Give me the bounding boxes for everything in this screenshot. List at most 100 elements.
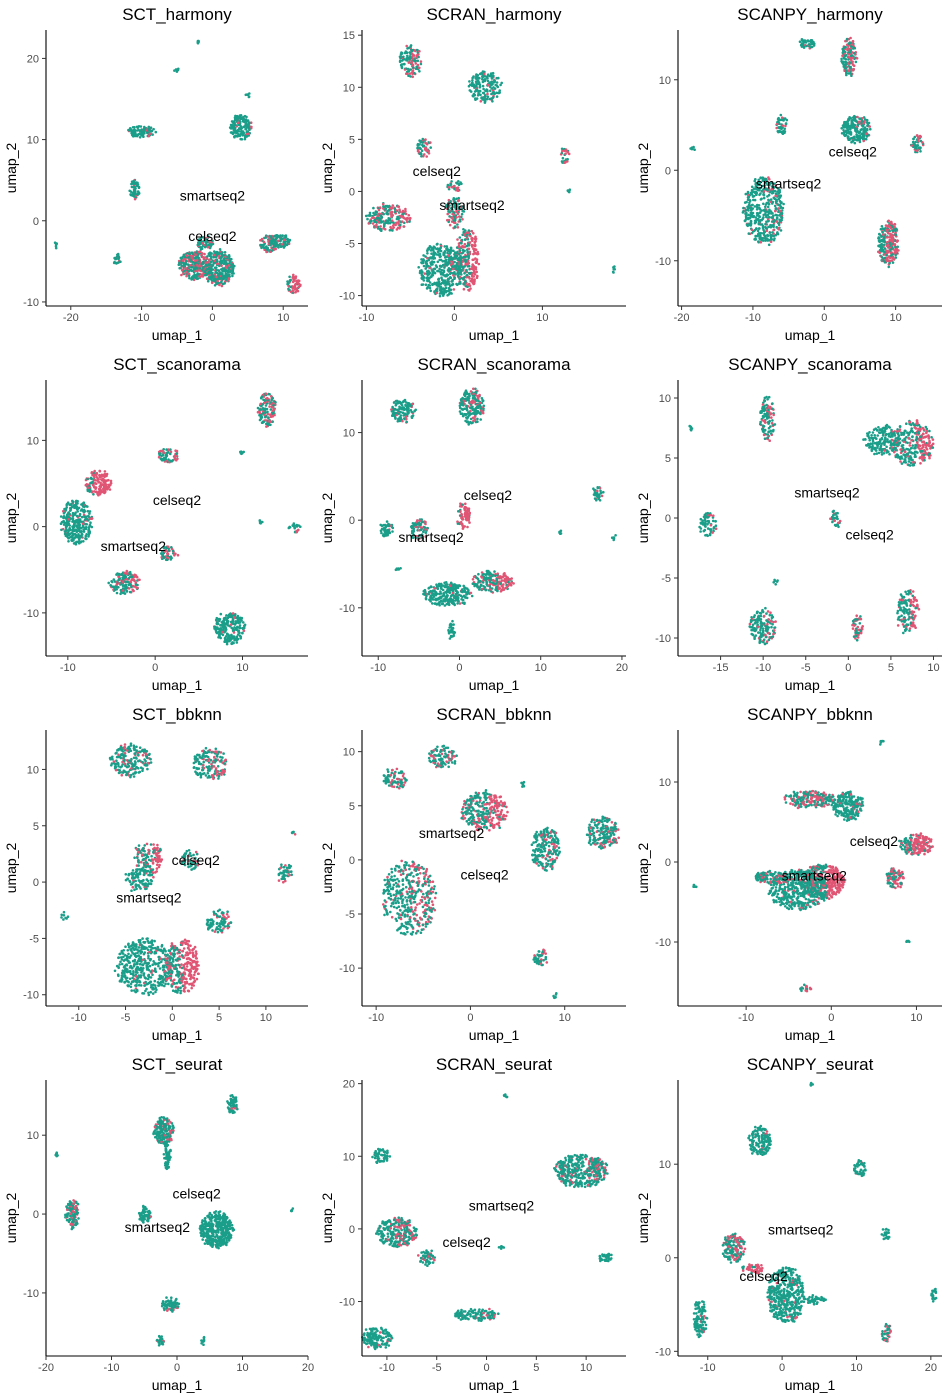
- point-celseq2: [424, 283, 428, 287]
- point-celseq2: [80, 540, 83, 543]
- point-celseq2: [856, 123, 860, 126]
- point-celseq2: [400, 66, 404, 70]
- point-smartseq2: [446, 218, 449, 222]
- point-celseq2: [129, 190, 133, 194]
- point-celseq2: [232, 635, 236, 638]
- point-smartseq2: [408, 72, 412, 75]
- point-smartseq2: [227, 277, 231, 281]
- point-celseq2: [392, 221, 395, 224]
- point-smartseq2: [90, 471, 94, 474]
- point-smartseq2: [191, 258, 194, 262]
- point-celseq2: [386, 205, 390, 209]
- point-celseq2: [222, 621, 226, 624]
- point-celseq2: [485, 75, 489, 79]
- point-smartseq2: [377, 208, 381, 212]
- point-celseq2: [464, 255, 467, 259]
- point-smartseq2: [126, 572, 129, 576]
- point-celseq2: [446, 294, 449, 297]
- point-celseq2: [444, 290, 448, 294]
- point-celseq2: [71, 517, 75, 521]
- point-celseq2: [804, 39, 807, 42]
- point-celseq2: [213, 279, 217, 282]
- point-celseq2: [419, 140, 423, 144]
- point-celseq2: [772, 234, 776, 238]
- point-smartseq2: [402, 225, 406, 228]
- point-smartseq2: [419, 60, 423, 63]
- point-celseq2: [220, 256, 223, 259]
- point-celseq2: [220, 253, 224, 256]
- point-smartseq2: [273, 247, 277, 251]
- point-celseq2: [802, 45, 806, 49]
- point-celseq2: [847, 72, 851, 75]
- point-celseq2: [89, 476, 93, 480]
- point-celseq2: [877, 244, 880, 248]
- point-celseq2: [125, 590, 129, 593]
- point-celseq2: [433, 256, 437, 260]
- point-celseq2: [462, 230, 466, 234]
- point-celseq2: [219, 623, 222, 627]
- point-celseq2: [911, 140, 915, 144]
- point-celseq2: [441, 290, 445, 294]
- point-celseq2: [749, 215, 753, 218]
- point-celseq2: [66, 523, 69, 527]
- point-celseq2: [242, 125, 246, 129]
- point-smartseq2: [182, 272, 185, 275]
- point-celseq2: [747, 203, 751, 207]
- point-celseq2: [883, 247, 887, 250]
- point-smartseq2: [416, 149, 420, 153]
- point-smartseq2: [416, 63, 420, 67]
- point-celseq2: [226, 621, 229, 625]
- point-celseq2: [190, 269, 193, 273]
- point-celseq2: [398, 55, 402, 58]
- point-celseq2: [164, 453, 168, 457]
- point-celseq2: [880, 242, 883, 246]
- point-celseq2: [443, 266, 446, 269]
- point-smartseq2: [189, 264, 192, 267]
- point-celseq2: [289, 278, 293, 282]
- panel-title: SCRAN_harmony: [426, 5, 562, 24]
- point-celseq2: [425, 264, 428, 268]
- point-celseq2: [400, 63, 404, 66]
- point-celseq2: [689, 147, 692, 150]
- point-celseq2: [130, 575, 134, 578]
- point-celseq2: [403, 62, 406, 66]
- point-smartseq2: [180, 273, 183, 277]
- point-smartseq2: [131, 578, 135, 582]
- point-celseq2: [134, 583, 138, 586]
- point-celseq2: [418, 271, 422, 275]
- point-celseq2: [269, 408, 273, 411]
- batch-label: celseq2: [188, 228, 236, 244]
- point-celseq2: [234, 620, 237, 623]
- point-celseq2: [62, 516, 65, 520]
- point-celseq2: [426, 276, 430, 279]
- point-celseq2: [784, 122, 788, 125]
- point-smartseq2: [90, 517, 94, 520]
- point-celseq2: [225, 638, 228, 642]
- point-smartseq2: [381, 202, 385, 206]
- point-celseq2: [468, 80, 471, 83]
- point-celseq2: [443, 250, 447, 254]
- point-celseq2: [844, 60, 848, 64]
- point-celseq2: [451, 256, 455, 260]
- point-celseq2: [444, 256, 447, 259]
- point-smartseq2: [104, 490, 107, 494]
- point-smartseq2: [765, 229, 769, 233]
- point-celseq2: [435, 243, 439, 246]
- point-celseq2: [753, 198, 757, 202]
- point-celseq2: [186, 263, 190, 266]
- x-tick-label: 0: [209, 312, 215, 324]
- point-celseq2: [178, 266, 181, 270]
- point-celseq2: [455, 251, 459, 255]
- point-celseq2: [422, 264, 426, 268]
- point-celseq2: [842, 57, 846, 60]
- point-celseq2: [439, 249, 443, 253]
- point-celseq2: [495, 81, 499, 84]
- point-celseq2: [88, 488, 92, 491]
- point-celseq2: [456, 223, 459, 226]
- point-celseq2: [457, 180, 460, 183]
- point-smartseq2: [772, 228, 775, 232]
- point-celseq2: [488, 97, 492, 101]
- point-celseq2: [403, 51, 407, 55]
- point-celseq2: [74, 543, 78, 546]
